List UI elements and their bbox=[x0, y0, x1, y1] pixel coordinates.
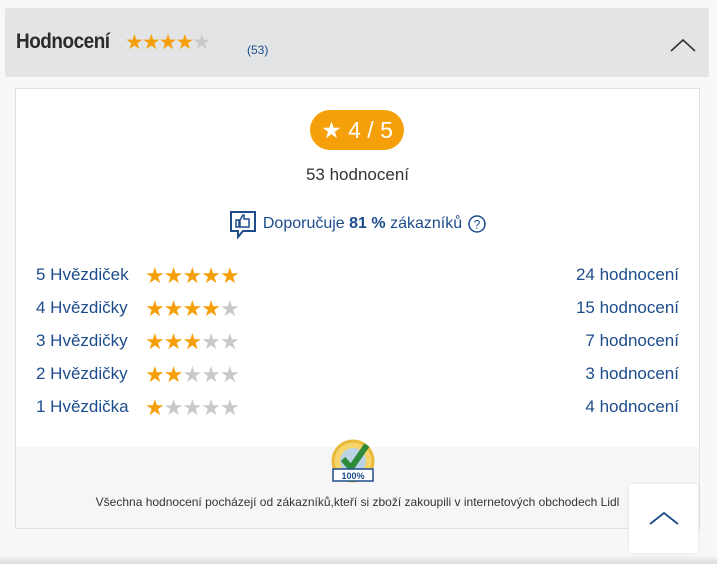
help-icon[interactable]: ? bbox=[467, 214, 487, 234]
verification-footer: 100% bbox=[16, 439, 699, 528]
star-icon: ★ bbox=[158, 31, 178, 54]
average-rating-badge: ★ 4 / 5 bbox=[310, 110, 404, 150]
row-stars: ★★★★★ bbox=[145, 263, 240, 289]
star-icon: ★ bbox=[125, 31, 144, 54]
star-icon: ★ bbox=[201, 395, 221, 420]
star-level-label[interactable]: 2 Hvězdičky bbox=[36, 364, 128, 383]
star-icon: ★ bbox=[192, 31, 211, 54]
rating-row[interactable]: 2 Hvězdičky ★★★★★ 3 hodnocení bbox=[36, 362, 679, 388]
star-icon: ★ bbox=[163, 362, 184, 387]
star-icon: ★ bbox=[141, 31, 161, 54]
recommend-value: 81 % bbox=[349, 215, 386, 233]
ratings-accordion-header[interactable]: Hodnocení ★★★★★ (53) bbox=[5, 8, 709, 77]
page-bottom-edge bbox=[0, 556, 717, 564]
row-count[interactable]: 24 hodnocení bbox=[575, 265, 679, 284]
star-icon: ★ bbox=[163, 395, 184, 420]
row-stars: ★★★★★ bbox=[145, 362, 240, 388]
star-icon: ★ bbox=[201, 362, 221, 387]
star-level-label[interactable]: 1 Hvězdička bbox=[36, 397, 129, 416]
star-level-label[interactable]: 4 Hvězdičky bbox=[36, 298, 128, 317]
section-title: Hodnocení bbox=[16, 30, 110, 53]
star-icon: ★ bbox=[219, 329, 240, 354]
star-level-label[interactable]: 5 Hvězdiček bbox=[36, 265, 129, 284]
ratings-panel: ★ 4 / 5 53 hodnocení Doporučuje 81 % zák… bbox=[15, 88, 700, 529]
star-icon: ★ bbox=[145, 296, 165, 321]
scroll-to-top-button[interactable] bbox=[629, 484, 698, 553]
star-icon: ★ bbox=[219, 395, 240, 420]
thumbs-up-icon bbox=[230, 211, 257, 240]
row-count[interactable]: 15 hodnocení bbox=[575, 298, 679, 317]
star-icon: ★ bbox=[182, 296, 202, 321]
svg-text:100%: 100% bbox=[341, 471, 364, 481]
row-count[interactable]: 3 hodnocení bbox=[585, 364, 679, 383]
row-count[interactable]: 7 hodnocení bbox=[585, 331, 679, 350]
star-icon: ★ bbox=[163, 296, 184, 321]
verification-note: Všechna hodnocení pocházejí od zákazníků… bbox=[95, 495, 620, 509]
rating-row[interactable]: 1 Hvězdička ★★★★★ 4 hodnocení bbox=[36, 395, 679, 421]
star-icon: ★ bbox=[201, 329, 221, 354]
recommend-prefix: Doporučuje bbox=[262, 215, 345, 233]
svg-text:?: ? bbox=[473, 218, 480, 232]
chevron-up-icon bbox=[649, 511, 679, 525]
star-icon: ★ bbox=[201, 263, 221, 288]
star-icon: ★ bbox=[182, 362, 202, 387]
rating-row[interactable]: 4 Hvězdičky ★★★★★ 15 hodnocení bbox=[36, 296, 679, 322]
star-icon: ★ bbox=[219, 263, 240, 288]
star-icon: ★ bbox=[182, 263, 202, 288]
rating-count: (53) bbox=[247, 43, 269, 57]
star-icon: ★ bbox=[145, 395, 165, 420]
star-icon: ★ bbox=[182, 329, 202, 354]
header-stars: ★★★★★ bbox=[125, 30, 211, 55]
recommend-suffix: zákazníků bbox=[390, 215, 463, 233]
total-ratings: 53 hodnocení bbox=[305, 165, 410, 184]
row-stars: ★★★★★ bbox=[145, 296, 240, 322]
star-icon: ★ bbox=[175, 31, 194, 54]
star-icon: ★ bbox=[145, 362, 165, 387]
star-level-label[interactable]: 3 Hvězdičky bbox=[36, 331, 128, 350]
star-icon: ★ bbox=[145, 263, 165, 288]
rating-row[interactable]: 3 Hvězdičky ★★★★★ 7 hodnocení bbox=[36, 329, 679, 355]
star-icon: ★ bbox=[145, 329, 165, 354]
row-stars: ★★★★★ bbox=[145, 395, 240, 421]
star-icon: ★ bbox=[201, 296, 221, 321]
row-count[interactable]: 4 hodnocení bbox=[585, 397, 679, 416]
row-stars: ★★★★★ bbox=[145, 329, 240, 355]
recommendation: Doporučuje 81 % zákazníků ? bbox=[16, 209, 699, 240]
verified-seal-icon: 100% bbox=[331, 439, 375, 483]
rating-row[interactable]: 5 Hvězdiček ★★★★★ 24 hodnocení bbox=[36, 263, 679, 289]
chevron-up-icon[interactable] bbox=[670, 38, 696, 52]
star-icon: ★ bbox=[219, 296, 240, 321]
star-icon: ★ bbox=[163, 329, 184, 354]
star-icon: ★ bbox=[219, 362, 240, 387]
star-icon: ★ bbox=[182, 395, 202, 420]
star-icon: ★ bbox=[163, 263, 184, 288]
